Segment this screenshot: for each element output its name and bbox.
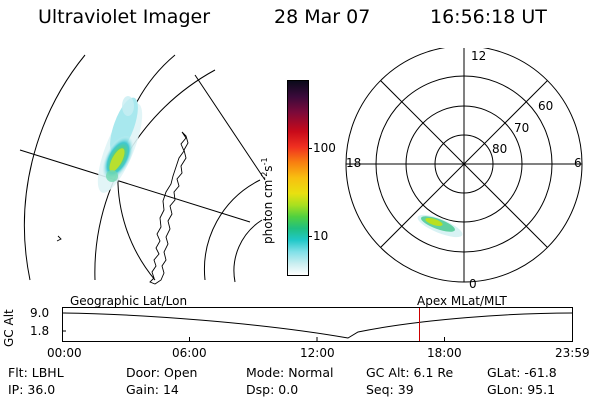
timeline-ytick-low: 1.8 <box>30 324 50 338</box>
timeline-ytick-high: 9.0 <box>30 306 50 320</box>
mlt-label-18: 18 <box>346 156 361 170</box>
mlat-label-60: 60 <box>538 99 553 113</box>
info-dsp: Dsp: 0.0 <box>246 382 299 397</box>
lat-circle-1 <box>23 54 86 281</box>
lon-line-2 <box>194 74 266 181</box>
mlt-label-12: 12 <box>471 49 486 63</box>
info-gc-alt: GC Alt: 6.1 Re <box>366 365 454 380</box>
lat-circle-5 <box>233 219 263 283</box>
info-filter: Flt: LBHL <box>8 365 64 380</box>
altitude-curve <box>62 312 573 339</box>
info-gain: Gain: 14 <box>126 382 179 397</box>
info-ip: IP: 36.0 <box>8 382 56 397</box>
timeline-right-label: Apex MLat/MLT <box>417 294 507 308</box>
info-mode: Mode: Normal <box>246 365 334 380</box>
instrument-title: Ultraviolet Imager <box>38 6 211 28</box>
timeline-axis-title: GC Alt <box>2 309 16 347</box>
mlat-label-70: 70 <box>514 121 529 135</box>
timeline-xtick-1800: 18:00 <box>427 346 462 360</box>
colorbar-tick-10: 10 <box>313 229 329 243</box>
mlt-label-0: 0 <box>469 277 477 291</box>
coastline <box>149 131 189 285</box>
geographic-map <box>19 54 266 285</box>
timeline-xtick-1200: 12:00 <box>300 346 335 360</box>
lon-line-1 <box>19 149 251 223</box>
colorbar-unit-label: photon cm-2s-1 <box>260 157 275 244</box>
observation-time: 16:56:18 UT <box>430 6 547 28</box>
altitude-timeline <box>62 307 573 342</box>
timeline-xtick-0600: 06:00 <box>172 346 207 360</box>
info-glon: GLon: 95.1 <box>487 382 556 397</box>
polar-plot: 12 18 6 0 60 70 80 <box>345 48 583 291</box>
mlat-label-80: 80 <box>492 142 507 156</box>
observation-date: 28 Mar 07 <box>274 6 371 28</box>
intensity-colorbar <box>287 80 309 276</box>
lat-circle-4 <box>203 179 261 281</box>
timeline-xtick-0000: 00:00 <box>47 346 82 360</box>
colorbar-tick-100: 100 <box>313 141 336 155</box>
aurora-emission-polar <box>417 214 463 238</box>
info-seq: Seq: 39 <box>366 382 414 397</box>
mlt-line-diag-2 <box>380 80 548 248</box>
timeline-left-label: Geographic Lat/Lon <box>70 294 188 308</box>
info-door: Door: Open <box>126 365 198 380</box>
timeline-xtick-2359: 23:59 <box>555 346 590 360</box>
info-glat: GLat: -61.8 <box>487 365 557 380</box>
aurora-emission-geo <box>97 96 143 193</box>
mlt-label-6: 6 <box>574 156 582 170</box>
